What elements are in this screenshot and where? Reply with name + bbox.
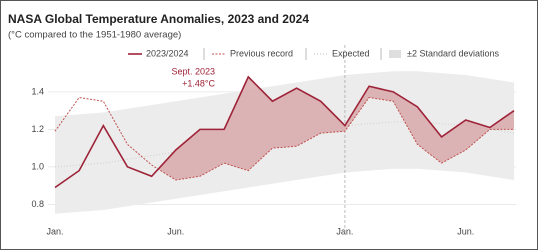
x-tick-label: Jan.	[46, 226, 63, 236]
legend-label: Previous record	[230, 48, 293, 58]
annotation: +1.48°C	[182, 78, 215, 88]
annotation: Sept. 2023	[171, 66, 215, 76]
chart-title: NASA Global Temperature Anomalies, 2023 …	[8, 12, 309, 26]
legend-swatch	[389, 50, 401, 58]
x-tick-label: Jun.	[167, 226, 184, 236]
y-tick-label: 0.8	[31, 199, 44, 209]
legend: 2023/2024 Previous record Expected ±2 Stand…	[128, 48, 499, 60]
current-line	[54, 75, 515, 189]
y-tick-label: 1.2	[31, 124, 44, 134]
chart-subtitle: (°C compared to the 1951-1980 average)	[8, 30, 181, 41]
legend-label: Expected	[332, 48, 370, 58]
record-line	[54, 96, 515, 181]
legend-label: 2023/2024	[146, 48, 189, 58]
x-tick-label: Jun.	[457, 226, 474, 236]
y-tick-label: 1.4	[31, 86, 44, 96]
legend-label: ±2 Standard deviations	[407, 48, 499, 58]
y-tick-label: 1.0	[31, 161, 44, 171]
